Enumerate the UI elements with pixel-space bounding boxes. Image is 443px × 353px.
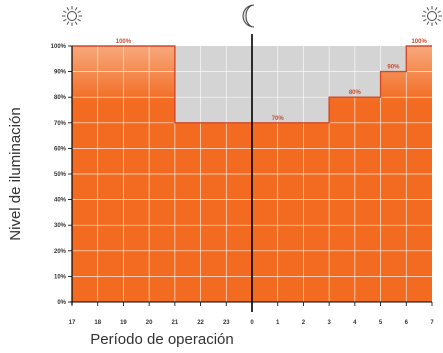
sun-icon [422, 6, 442, 26]
x-tick-label: 5 [379, 320, 383, 326]
y-tick-label: 60% [54, 146, 67, 152]
lighting-step-line [72, 45, 432, 124]
x-tick-label: 19 [120, 320, 127, 326]
data-label: 100% [116, 39, 132, 45]
y-tick-labels: 0% 10% 20% 30% 40% 50% 60% 70% 80% 90% 100% [51, 44, 72, 306]
x-tick-label: 20 [146, 320, 153, 326]
data-label: 70% [272, 116, 285, 122]
x-tick-label: 3 [327, 320, 331, 326]
x-tick-label: 17 [69, 320, 76, 326]
data-label: 90% [387, 65, 400, 71]
y-tick-label: 10% [54, 274, 67, 280]
y-tick-label: 90% [54, 70, 67, 76]
x-tick-label: 22 [197, 320, 204, 326]
x-tick-label: 21 [172, 320, 179, 326]
y-tick-label: 50% [54, 172, 67, 178]
day-night-icons [62, 4, 442, 28]
sun-icon [62, 6, 82, 26]
y-tick-label: 30% [54, 223, 67, 229]
data-label: 100% [411, 39, 427, 45]
y-tick-label: 40% [54, 198, 67, 204]
y-tick-label: 0% [57, 300, 66, 306]
x-tick-label: 1 [276, 320, 280, 326]
data-labels: 100% 70% 80% 90% 100% [116, 39, 428, 122]
axes [70, 34, 432, 312]
x-tick-label: 7 [430, 320, 434, 326]
x-tick-label: 18 [94, 320, 101, 326]
x-tick-label: 23 [223, 320, 230, 326]
x-tick-label: 6 [405, 320, 409, 326]
x-tick-labels: 17 18 19 20 21 22 23 0 1 2 3 4 5 6 7 [69, 302, 434, 326]
data-label: 80% [349, 90, 362, 96]
y-axis-title: Nivel de iluminación [7, 107, 24, 240]
x-tick-label: 2 [302, 320, 306, 326]
y-tick-label: 70% [54, 121, 67, 127]
moon-icon [242, 4, 255, 28]
y-tick-label: 80% [54, 95, 67, 101]
x-tick-label: 0 [250, 320, 254, 326]
y-tick-label: 100% [51, 44, 67, 50]
y-tick-label: 20% [54, 249, 67, 255]
x-axis-title: Período de operación [90, 331, 233, 348]
x-tick-label: 4 [353, 320, 357, 326]
